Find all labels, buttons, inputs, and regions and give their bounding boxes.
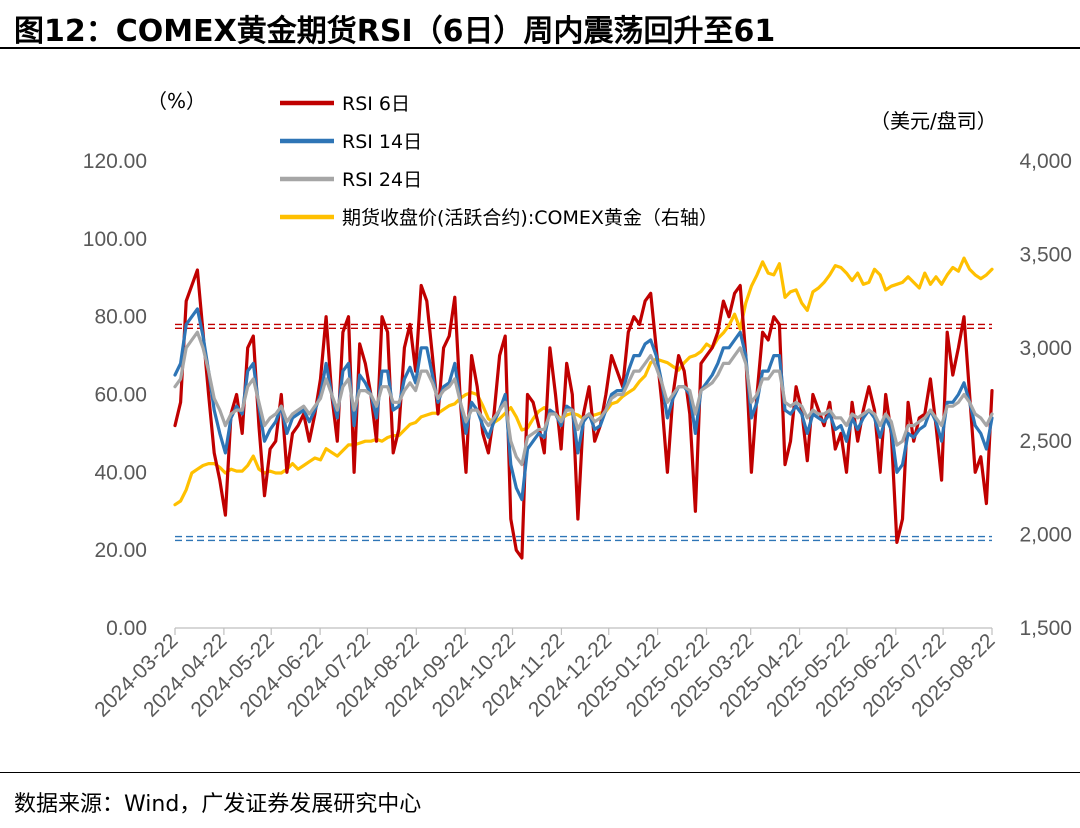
legend: RSI 6日 RSI 14日 RSI 24日期货收盘价(活跃合约):COMEX黄金（… xyxy=(280,93,718,229)
legend-label: 期货收盘价(活跃合约):COMEX黄金（右轴） xyxy=(342,207,718,229)
y-right-tick-label: 2,000 xyxy=(1019,524,1072,547)
title-divider xyxy=(0,47,1080,49)
y-left-tick-label: 0.00 xyxy=(106,617,147,640)
legend-label: RSI 24日 xyxy=(342,169,422,191)
source-divider xyxy=(0,772,1080,773)
y-right-tick-label: 2,500 xyxy=(1019,430,1072,453)
source-note: 数据来源：Wind，广发证券发展研究中心 xyxy=(14,792,422,817)
y-left-tick-label: 60.00 xyxy=(94,384,147,407)
y-right-tick-label: 3,500 xyxy=(1019,243,1072,266)
y-left-tick-label: 80.00 xyxy=(94,306,147,329)
y-right-tick-label: 1,500 xyxy=(1019,617,1072,640)
y-left-tick-label: 100.00 xyxy=(83,228,147,251)
legend-label: RSI 14日 xyxy=(342,131,422,153)
y-left-tick-label: 120.00 xyxy=(83,150,147,173)
reference-lines xyxy=(175,323,992,542)
right-axis-unit: （美元/盘司） xyxy=(870,109,997,133)
y-left-tick-label: 40.00 xyxy=(94,461,147,484)
chart-title: 图12：COMEX黄金期货RSI（6日）周内震荡回升至61 xyxy=(14,14,776,49)
series-lines xyxy=(173,256,994,560)
series-line-3 xyxy=(173,256,994,507)
y-right-tick-label: 4,000 xyxy=(1019,150,1072,173)
series-line-2 xyxy=(173,330,994,467)
series-line-1 xyxy=(173,307,994,502)
left-axis-unit: （%） xyxy=(147,89,206,113)
y-left-tick-label: 20.00 xyxy=(94,539,147,562)
legend-label: RSI 6日 xyxy=(342,93,410,115)
y-right-tick-label: 3,000 xyxy=(1019,337,1072,360)
